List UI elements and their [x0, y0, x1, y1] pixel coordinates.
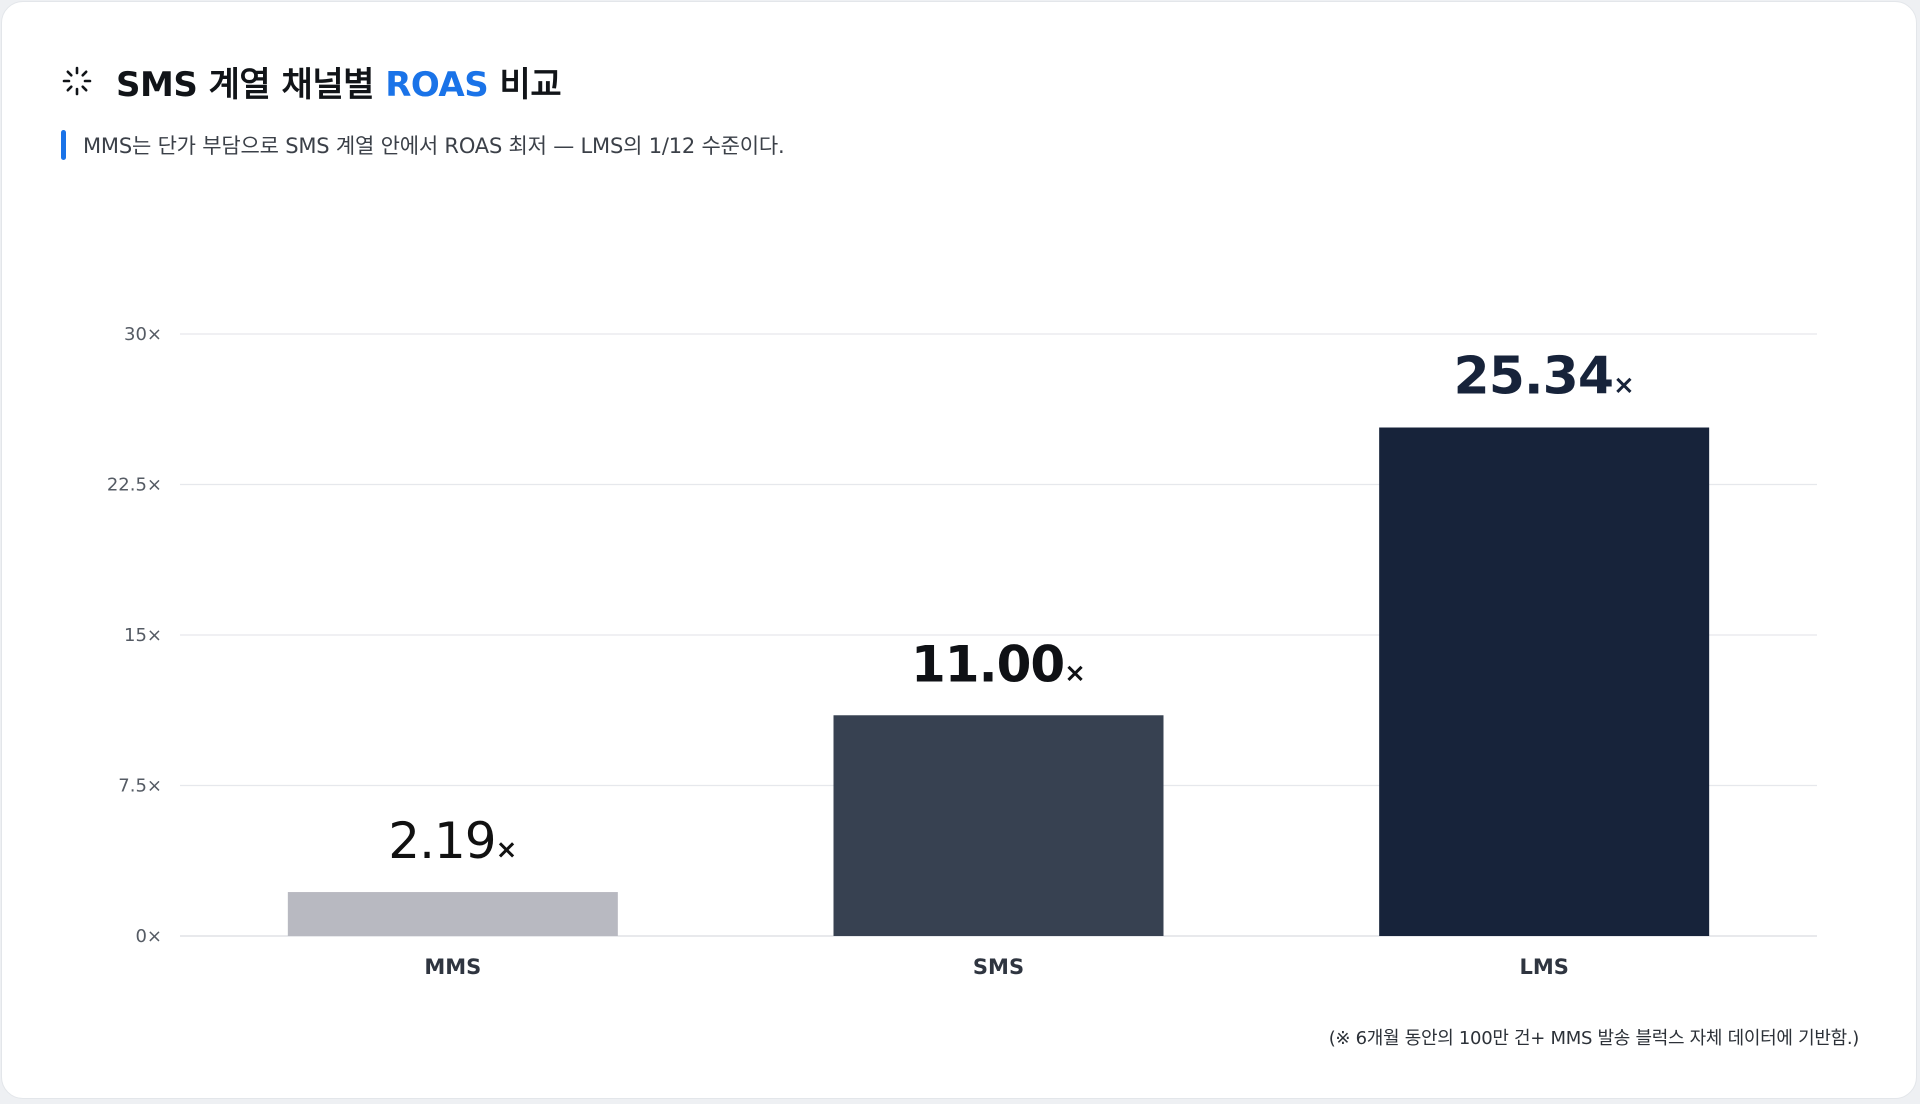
chart-title: SMS 계열 채널별 ROAS 비교: [116, 57, 562, 106]
y-tick-label: 7.5×: [118, 776, 162, 797]
title-row: SMS 계열 채널별 ROAS 비교: [62, 57, 562, 106]
data-label: 2.19×: [388, 812, 517, 870]
title-main: SMS 계열 채널별: [116, 64, 386, 105]
subtitle-accent-bar: [61, 130, 66, 160]
loading-spinner-icon: [62, 66, 92, 96]
title-end: 비교: [488, 64, 562, 105]
bar: [833, 715, 1164, 936]
footnote: (※ 6개월 동안의 100만 건+ MMS 발송 블럭스 자체 데이터에 기반…: [1328, 1028, 1860, 1049]
data-label: 25.34×: [1454, 347, 1635, 407]
bar: [1379, 427, 1710, 936]
x-tick-label: LMS: [1519, 955, 1568, 979]
y-tick-label: 22.5×: [107, 475, 162, 496]
y-tick-label: 0×: [135, 926, 162, 947]
bar-chart: 0× 7.5× 15× 22.5× 30× 2.19× MMS 11.00× SMS 25.34×…: [107, 324, 1817, 979]
data-label: 11.00×: [911, 635, 1086, 693]
y-tick-label: 30×: [124, 324, 162, 345]
title-accent: ROAS: [385, 64, 489, 105]
x-tick-label: MMS: [424, 955, 481, 979]
x-tick-label: SMS: [973, 955, 1024, 979]
y-tick-label: 15×: [124, 625, 162, 646]
subtitle-row: MMS는 단가 부담으로 SMS 계열 안에서 ROAS 최저 — LMS의 1…: [61, 130, 785, 160]
chart-subtitle: MMS는 단가 부담으로 SMS 계열 안에서 ROAS 최저 — LMS의 1…: [83, 134, 785, 158]
bar: [287, 892, 618, 936]
